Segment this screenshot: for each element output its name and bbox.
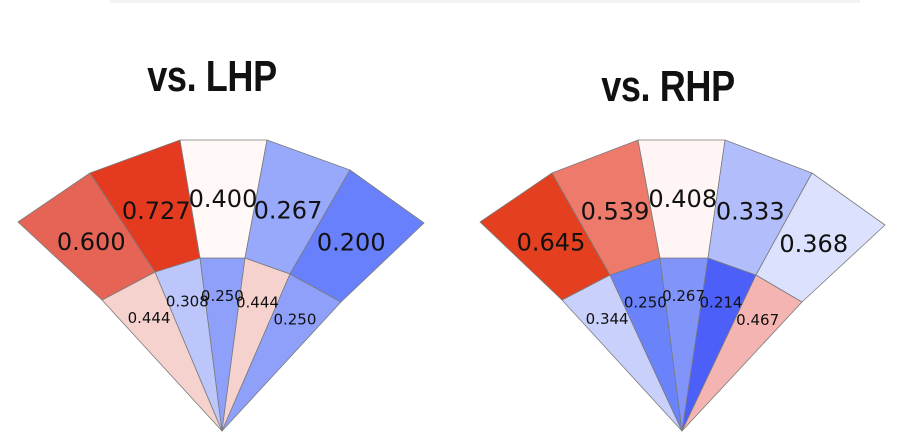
inner-label-rhp-4: 0.214: [700, 294, 743, 312]
inner-label-lhp-4: 0.444: [236, 293, 279, 311]
outer-label-rhp-1: 0.645: [517, 229, 586, 257]
inner-label-rhp-3: 0.267: [662, 287, 705, 305]
inner-label-rhp-5: 0.467: [736, 311, 779, 329]
outer-label-lhp-3: 0.400: [189, 185, 258, 213]
outer-zone-lhp-5: [289, 169, 425, 303]
inner-label-lhp-3: 0.250: [201, 287, 244, 305]
outer-zone-rhp-5: [755, 172, 886, 303]
chart-title-rhp: vs. RHP: [601, 62, 735, 111]
outer-label-lhp-4: 0.267: [254, 197, 323, 225]
outer-label-lhp-5: 0.200: [317, 228, 386, 256]
outer-label-lhp-2: 0.727: [122, 197, 191, 225]
inner-label-rhp-2: 0.250: [624, 294, 667, 312]
outer-label-rhp-3: 0.408: [648, 185, 717, 213]
inner-label-lhp-1: 0.444: [128, 309, 171, 327]
outer-label-lhp-1: 0.600: [57, 228, 126, 256]
inner-label-lhp-5: 0.250: [273, 310, 316, 328]
outer-label-rhp-2: 0.539: [581, 198, 650, 226]
chart-title-lhp: vs. LHP: [147, 52, 277, 101]
top-divider: [110, 0, 860, 3]
outer-label-rhp-4: 0.333: [716, 198, 785, 226]
outer-label-rhp-5: 0.368: [779, 230, 848, 258]
inner-label-rhp-1: 0.344: [586, 310, 629, 328]
inner-label-lhp-2: 0.308: [166, 293, 209, 311]
